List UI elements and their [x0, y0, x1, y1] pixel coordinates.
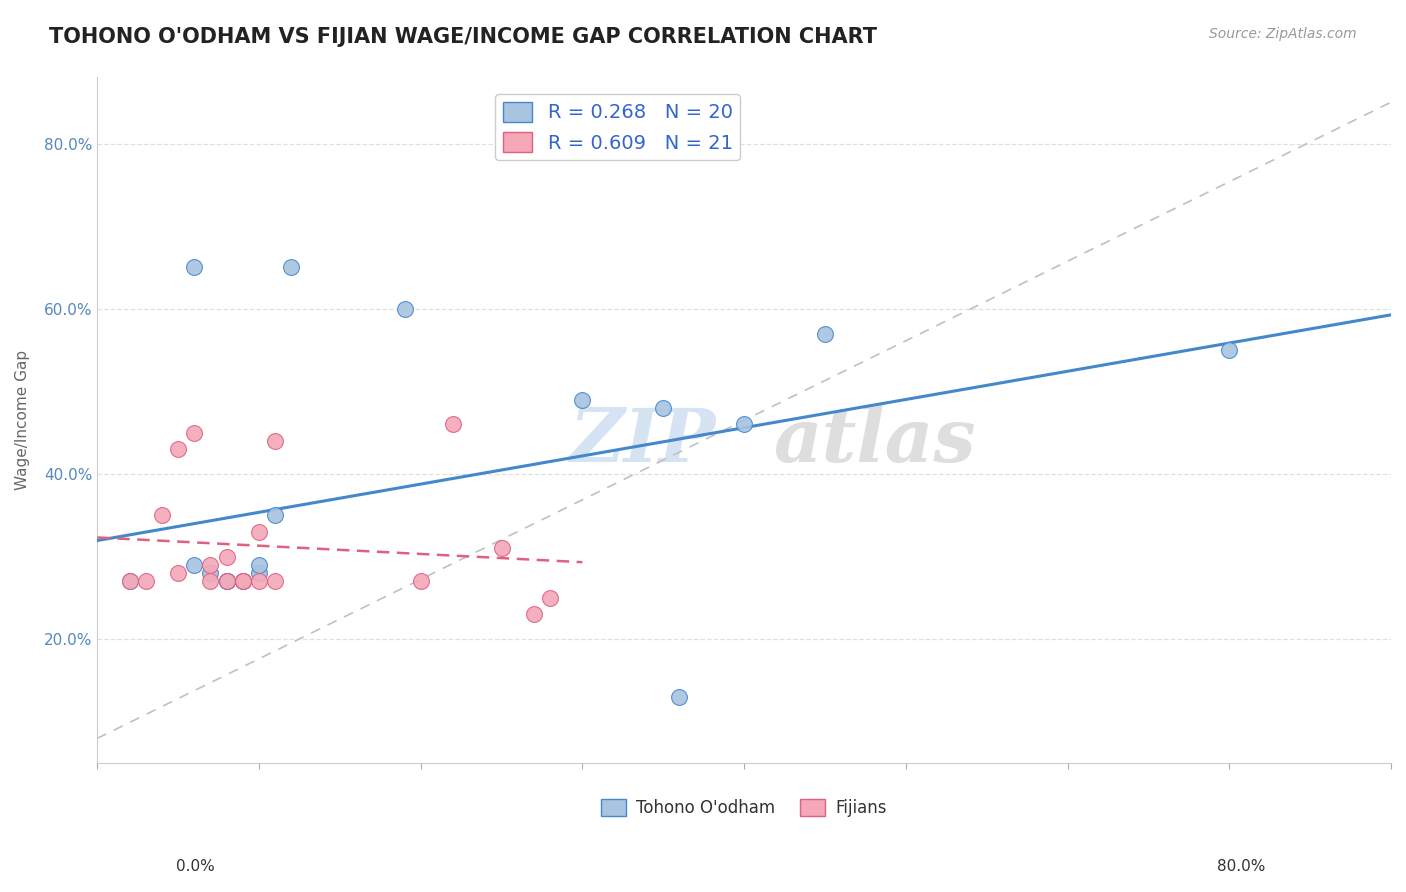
Point	[183, 558, 205, 572]
Point	[183, 425, 205, 440]
Point	[264, 434, 287, 448]
Text: 80.0%: 80.0%	[1218, 859, 1265, 874]
Y-axis label: Wage/Income Gap: Wage/Income Gap	[15, 351, 30, 491]
Point	[652, 401, 675, 415]
Point	[215, 574, 238, 589]
Point	[150, 508, 173, 523]
Point	[733, 417, 755, 432]
Point	[538, 591, 561, 605]
Point	[183, 260, 205, 275]
Text: TOHONO O'ODHAM VS FIJIAN WAGE/INCOME GAP CORRELATION CHART: TOHONO O'ODHAM VS FIJIAN WAGE/INCOME GAP…	[49, 27, 877, 46]
Point	[247, 574, 270, 589]
Point	[247, 524, 270, 539]
Point	[280, 260, 302, 275]
Point	[135, 574, 157, 589]
Text: ZIP: ZIP	[569, 405, 716, 477]
Point	[1218, 343, 1240, 357]
Text: Source: ZipAtlas.com: Source: ZipAtlas.com	[1209, 27, 1357, 41]
Point	[118, 574, 141, 589]
Point	[232, 574, 254, 589]
Point	[232, 574, 254, 589]
Point	[232, 574, 254, 589]
Point	[215, 574, 238, 589]
Point	[394, 301, 416, 316]
Point	[491, 541, 513, 556]
Point	[523, 607, 546, 622]
Point	[232, 574, 254, 589]
Point	[118, 574, 141, 589]
Point	[409, 574, 432, 589]
Point	[264, 508, 287, 523]
Point	[215, 574, 238, 589]
Point	[668, 690, 690, 704]
Legend: Tohono O'odham, Fijians: Tohono O'odham, Fijians	[595, 792, 894, 823]
Text: 0.0%: 0.0%	[176, 859, 215, 874]
Point	[814, 326, 837, 341]
Point	[200, 574, 222, 589]
Point	[264, 574, 287, 589]
Point	[167, 566, 190, 581]
Point	[247, 558, 270, 572]
Point	[215, 549, 238, 564]
Point	[571, 392, 593, 407]
Point	[167, 442, 190, 457]
Point	[200, 558, 222, 572]
Point	[441, 417, 464, 432]
Point	[215, 574, 238, 589]
Point	[247, 566, 270, 581]
Text: atlas: atlas	[772, 405, 976, 477]
Point	[200, 566, 222, 581]
